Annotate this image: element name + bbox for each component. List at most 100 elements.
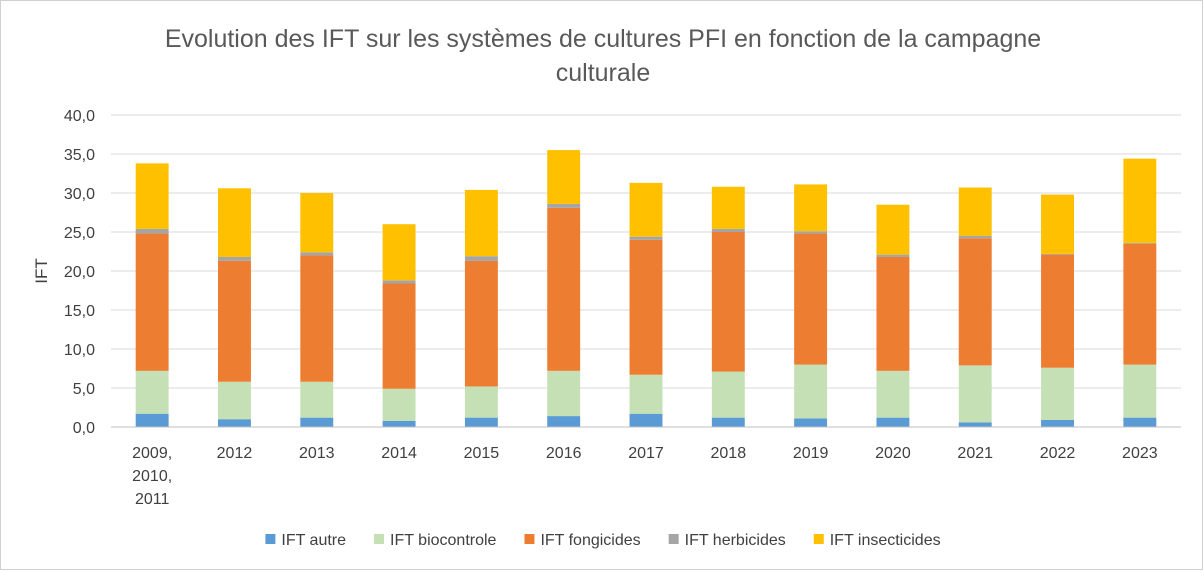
bar-segment [382, 280, 416, 284]
bar-segment [629, 239, 663, 375]
bar-segment [711, 417, 745, 427]
y-tick-label: 10,0 [64, 342, 95, 359]
legend-label: IFT fongicides [540, 532, 640, 549]
bar-segment [1123, 364, 1157, 418]
y-tick-label: 0,0 [73, 420, 95, 437]
bar-segment [876, 256, 910, 371]
bar-segment [135, 413, 169, 427]
bar-segment [547, 370, 581, 417]
legend-swatch [668, 534, 679, 544]
y-tick-label: 30,0 [64, 186, 95, 203]
bar-segment [711, 232, 745, 372]
bar-segment [135, 233, 169, 371]
legend-label: IFT herbicides [685, 532, 786, 549]
bar-segment [382, 388, 416, 421]
x-tick-label: 2020 [875, 445, 911, 462]
x-tick-label: 2016 [546, 445, 582, 462]
bars [135, 150, 1157, 427]
bar-segment [629, 236, 663, 240]
bar-segment [794, 364, 828, 419]
bar-segment [794, 233, 828, 365]
legend: IFT autre IFT biocontrole IFT fongicides IF… [265, 532, 941, 549]
x-tick-label: 2009, [132, 445, 172, 462]
y-axis-ticks: 0,0 5,0 10,0 15,0 20,0 25,0 30,0 35,0 40,0 [64, 108, 95, 437]
bar-segment [135, 163, 169, 229]
bar-segment [382, 420, 416, 427]
bar-segment [711, 371, 745, 418]
bar-segment [300, 255, 334, 382]
bar-segment [876, 254, 910, 257]
bar-segment [464, 386, 498, 418]
bar-segment [300, 381, 334, 418]
bar-segment [1123, 417, 1157, 427]
x-tick-label: 2023 [1122, 445, 1158, 462]
bar-segment [300, 193, 334, 253]
bar-segment [547, 416, 581, 427]
bar-segment [958, 365, 992, 423]
x-tick-label: 2018 [711, 445, 747, 462]
bar-segment [218, 256, 251, 261]
bar-segment [464, 189, 498, 257]
bar-segment [135, 228, 169, 234]
bar-segment [1041, 254, 1074, 368]
x-tick-label: 2022 [1040, 445, 1076, 462]
x-tick-label: 2010, [132, 468, 172, 485]
bar-segment [464, 417, 498, 427]
legend-label: IFT biocontrole [390, 532, 497, 549]
bar-segment [629, 374, 663, 414]
legend-label: IFT autre [281, 532, 346, 549]
x-tick-label: 2015 [464, 445, 500, 462]
bar-segment [794, 418, 828, 427]
y-tick-label: 5,0 [73, 381, 95, 398]
x-tick-label: 2011 [135, 491, 170, 508]
bar-segment [382, 224, 416, 281]
bar-segment [218, 381, 251, 420]
bar-segment [218, 419, 251, 427]
legend-swatch [374, 534, 385, 544]
bar-segment [876, 417, 910, 427]
bar-segment [464, 256, 498, 261]
bar-segment [958, 238, 992, 366]
y-tick-label: 35,0 [64, 147, 95, 164]
x-tick-label: 2017 [628, 445, 664, 462]
bar-segment [218, 188, 251, 257]
x-tick-label: 2021 [957, 445, 993, 462]
bar-segment [218, 260, 251, 382]
y-axis-title: IFT [32, 258, 51, 284]
bar-segment [794, 231, 828, 234]
bar-segment [629, 182, 663, 237]
chart-title-line-1: Evolution des IFT sur les systèmes de cu… [165, 25, 1041, 53]
bar-segment [382, 283, 416, 389]
bar-segment [547, 150, 581, 204]
bar-segment [1041, 194, 1074, 254]
bar-segment [711, 186, 745, 229]
bar-segment [876, 204, 910, 255]
bar-segment [464, 260, 498, 387]
y-tick-label: 40,0 [64, 108, 95, 125]
bar-segment [629, 413, 663, 427]
chart-title-line-2: culturale [556, 59, 651, 87]
bar-segment [1123, 243, 1157, 365]
bar-segment [1041, 253, 1074, 255]
bar-segment [300, 417, 334, 427]
bar-segment [711, 228, 745, 232]
legend-label: IFT insecticides [830, 532, 941, 549]
legend-swatch [813, 534, 824, 544]
x-tick-label: 2019 [793, 445, 829, 462]
bar-segment [794, 184, 828, 232]
bar-segment [958, 235, 992, 239]
bar-segment [547, 203, 581, 208]
y-tick-label: 15,0 [64, 303, 95, 320]
bar-segment [300, 252, 334, 256]
y-tick-label: 25,0 [64, 225, 95, 242]
bar-segment [958, 422, 992, 427]
legend-swatch [524, 534, 535, 544]
bar-segment [876, 370, 910, 418]
bar-segment [1123, 158, 1157, 243]
x-tick-label: 2014 [381, 445, 417, 462]
bar-segment [958, 187, 992, 236]
legend-swatch [265, 534, 276, 544]
bar-segment [135, 370, 169, 414]
